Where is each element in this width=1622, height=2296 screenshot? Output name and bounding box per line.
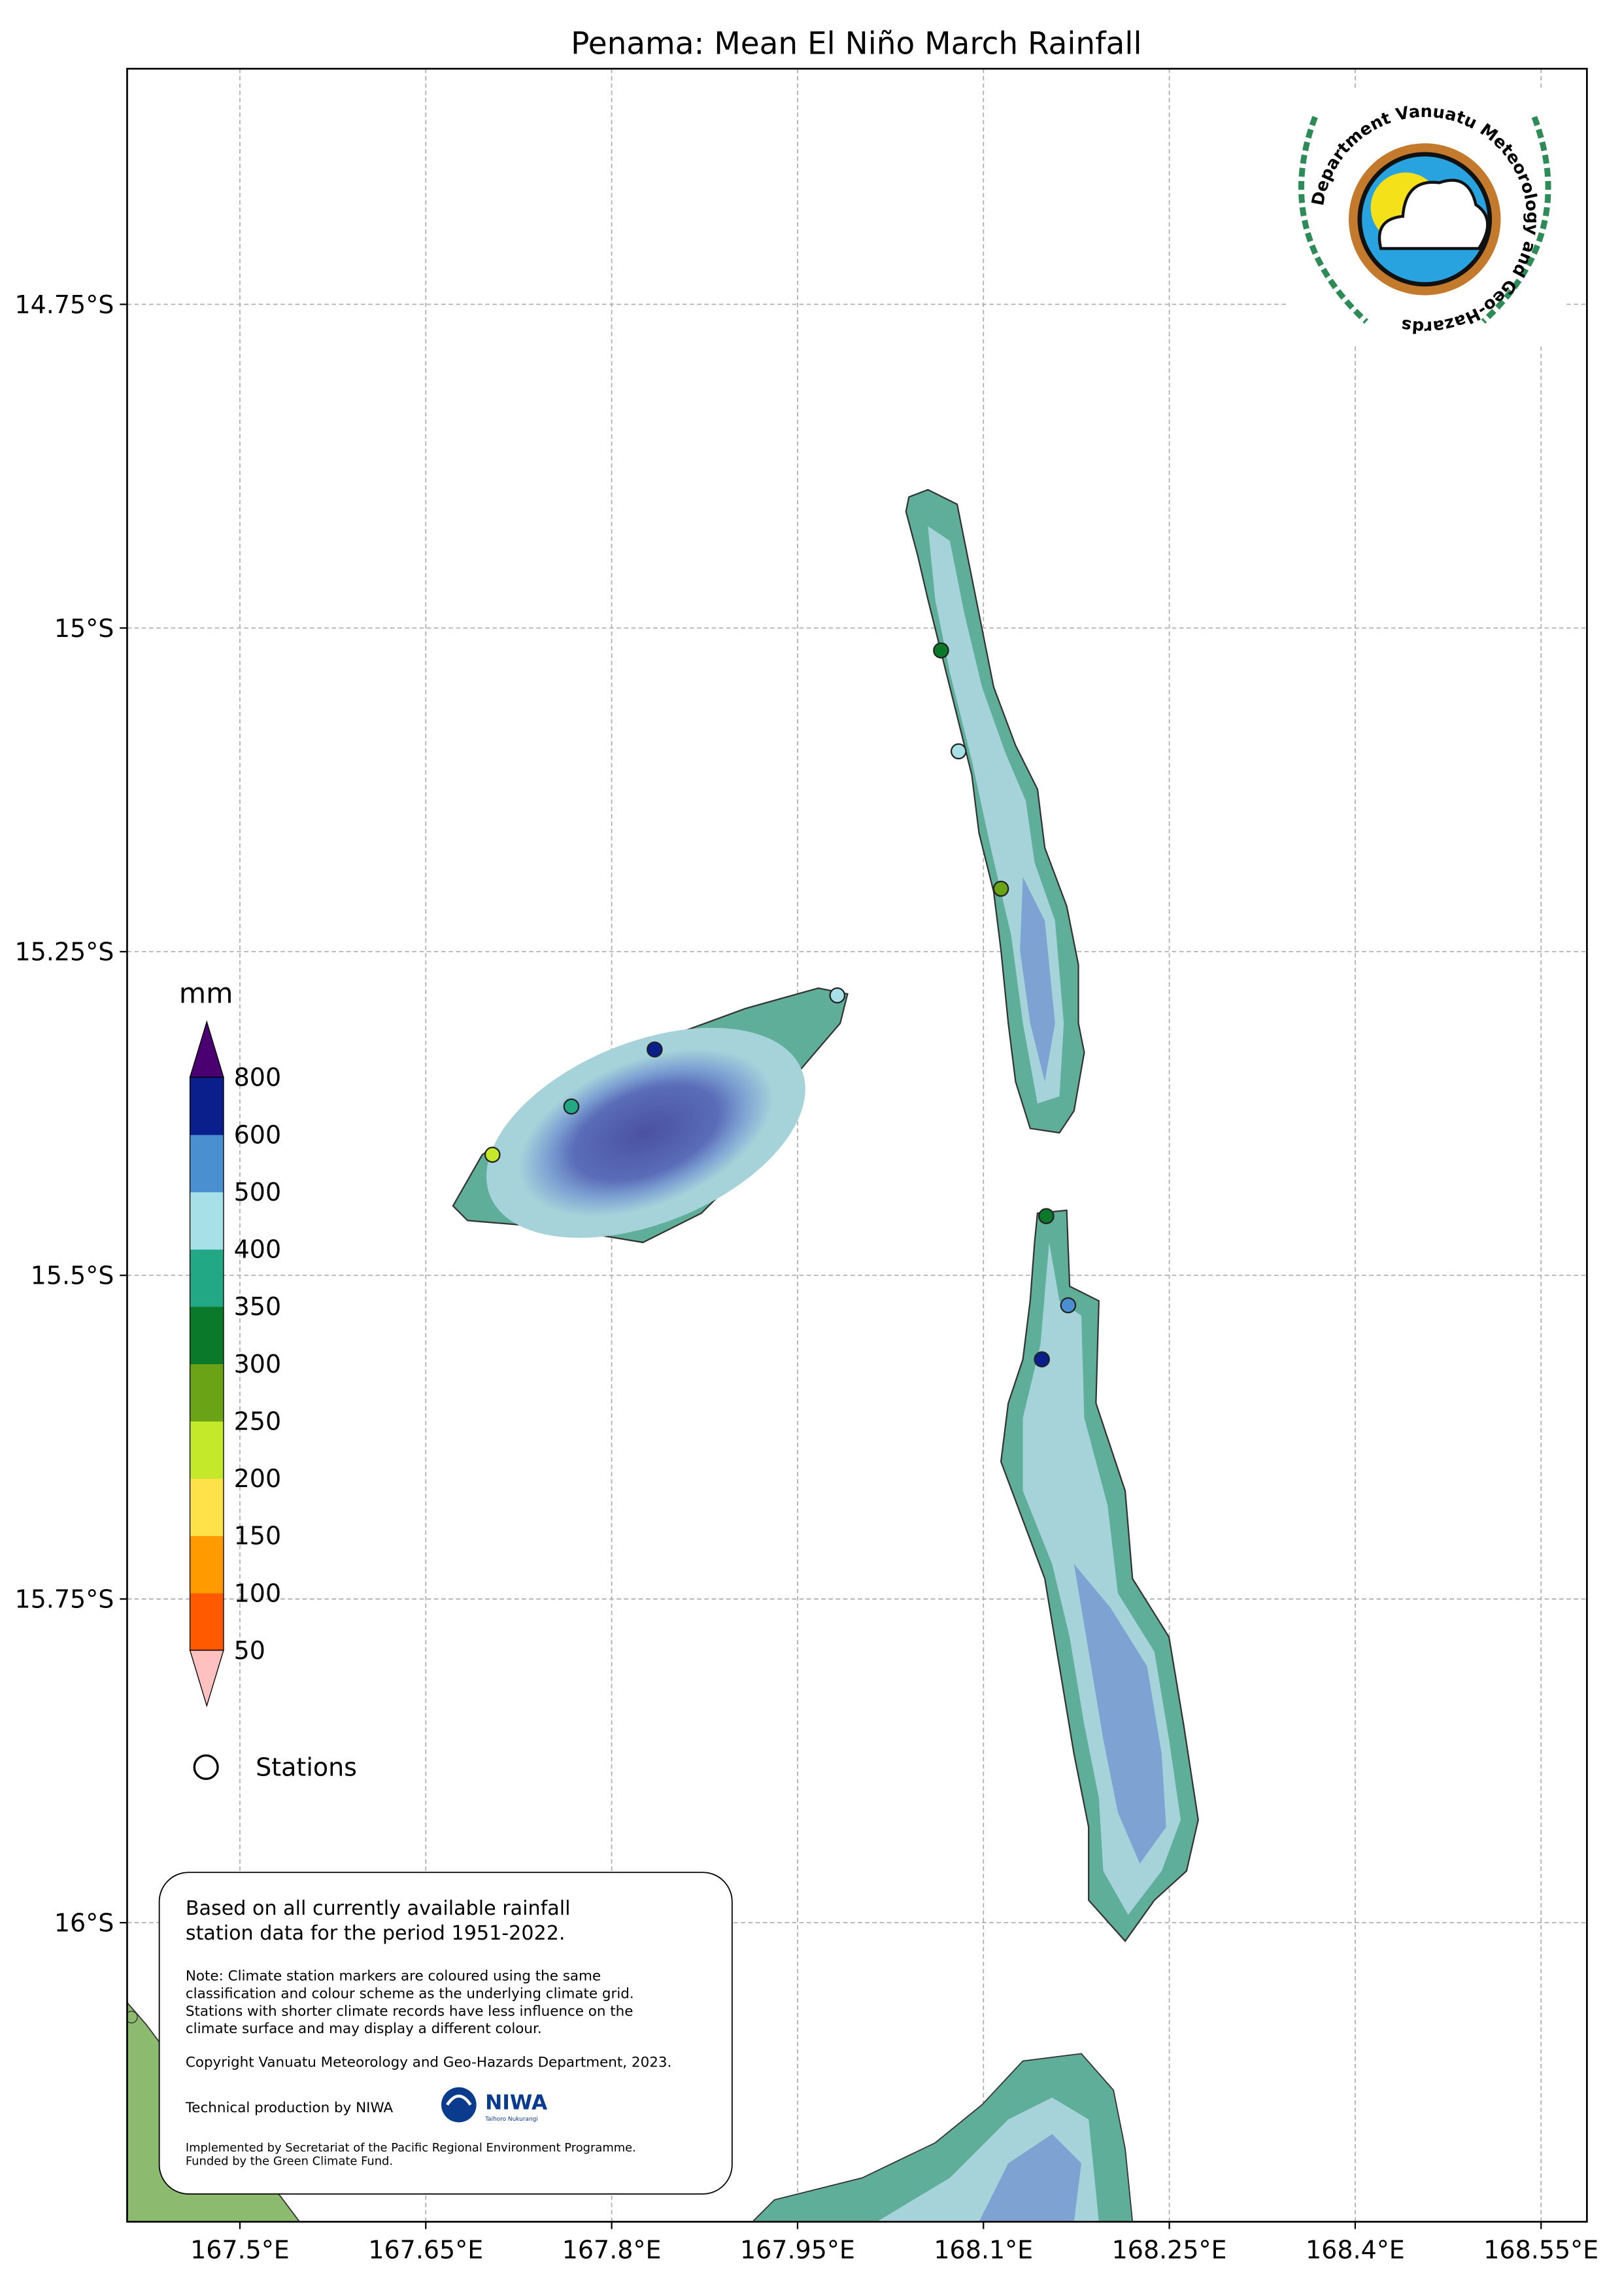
colorbar-segment [190, 1421, 224, 1479]
colorbar-segment [190, 1249, 224, 1307]
colorbar-segment [190, 1077, 224, 1135]
colorbar-segment [190, 1306, 224, 1365]
rain-zone [1020, 877, 1055, 1082]
x-tick-label: 167.95°E [740, 2235, 855, 2264]
niwa-mark [441, 2087, 477, 2123]
colorbar-extend-high [189, 1020, 224, 1078]
x-tick-label: 168.55°E [1483, 2235, 1598, 2264]
colorbar-frame [189, 1076, 224, 1651]
y-tick-label: 15.5°S [31, 1261, 114, 1290]
note-heading: Based on all currently available rainfal… [186, 1897, 571, 1920]
colorbar-label: 100 [234, 1579, 282, 1607]
note-funding: Implemented by Secretariat of the Pacifi… [186, 2141, 636, 2155]
y-tick-label: 14.75°S [14, 290, 114, 319]
note-box: Based on all currently available rainfal… [158, 1872, 733, 2195]
legend-stations-label: Stations [256, 1753, 357, 1782]
note-line: classification and colour scheme as the … [186, 1985, 634, 2002]
colorbar-label: 350 [234, 1292, 282, 1321]
y-tick-label: 15°S [54, 614, 114, 643]
colorbar-segment [190, 1535, 224, 1594]
legend-station-symbol [193, 1754, 219, 1780]
map-frame [126, 67, 1588, 2223]
colorbar-segment [190, 1191, 224, 1250]
colorbar: 50 100 150 200 250 300 350 400 500 600 800 [189, 1020, 282, 1707]
colorbar-label: 200 [234, 1464, 282, 1493]
station-marker [829, 987, 846, 1004]
note-funding: Funded by the Green Climate Fund. [186, 2154, 393, 2168]
logo-cloud [1377, 179, 1489, 250]
niwa-name: NIWA [485, 2091, 548, 2114]
x-tick-label: 168.1°E [934, 2235, 1033, 2264]
x-tick-label: 167.65°E [368, 2235, 483, 2264]
station-marker [992, 880, 1009, 897]
island [127, 2010, 138, 2024]
x-tick-label: 168.4°E [1306, 2235, 1405, 2264]
niwa-tagline: Taihoro Nukurangi [484, 2116, 538, 2123]
colorbar-label: 300 [234, 1350, 282, 1379]
colorbar-segment [190, 1363, 224, 1422]
colorbar-segment [190, 1134, 224, 1193]
y-tick-label: 16°S [54, 1909, 114, 1938]
station-marker [647, 1041, 663, 1058]
colorbar-segment [190, 1478, 224, 1536]
note-copyright: Copyright Vanuatu Meteorology and Geo-Ha… [186, 2055, 671, 2071]
note-frame [158, 1872, 733, 2195]
station-marker [933, 642, 949, 659]
station-marker [1034, 1351, 1050, 1368]
x-tick-label: 167.8°E [562, 2235, 662, 2264]
colorbar-label: 250 [234, 1407, 282, 1435]
laurel [1298, 116, 1368, 324]
station-marker [484, 1146, 501, 1163]
colorbar-segment [190, 1592, 224, 1651]
y-tick-label: 15.25°S [14, 938, 114, 967]
x-tick-label: 168.25°E [1112, 2235, 1227, 2264]
y-tick-label: 15.75°S [14, 1585, 114, 1614]
colorbar-label: 500 [234, 1178, 282, 1207]
stations [484, 642, 1077, 1368]
laurel [1481, 116, 1551, 324]
station-marker [950, 743, 967, 760]
colorbar-unit: mm [179, 978, 233, 1010]
note-line: Note: Climate station markers are colour… [186, 1968, 601, 1985]
colorbar-label: 400 [234, 1235, 282, 1264]
note-heading: station data for the period 1951-2022. [186, 1922, 566, 1945]
note-line: Stations with shorter climate records ha… [186, 2003, 634, 2019]
vmgd-logo: Department Vanuatu Meteorology and Geo-H… [1285, 90, 1564, 347]
rain-zone [979, 2134, 1081, 2222]
map-title: Penama: Mean El Niño March Rainfall [571, 26, 1141, 62]
rain-zone [486, 1027, 805, 1238]
colorbar-label: 600 [234, 1120, 282, 1149]
colorbar-label: 50 [234, 1636, 265, 1665]
tick-labels: 167.5°E 167.65°E 167.8°E 167.95°E 168.1°E 168… [14, 290, 1598, 2265]
rain-zone [1073, 1564, 1166, 1864]
niwa-mark [446, 2095, 472, 2106]
colorbar-label: 150 [234, 1522, 282, 1551]
station-marker [1060, 1297, 1077, 1314]
colorbar-label: 800 [234, 1063, 282, 1092]
x-tick-label: 167.5°E [190, 2235, 290, 2264]
note-production: Technical production by NIWA [185, 2100, 394, 2116]
station-marker [563, 1098, 580, 1115]
station-marker [1038, 1208, 1055, 1224]
note-line: climate surface and may display a differ… [186, 2021, 542, 2037]
colorbar-extend-low [189, 1649, 224, 1707]
